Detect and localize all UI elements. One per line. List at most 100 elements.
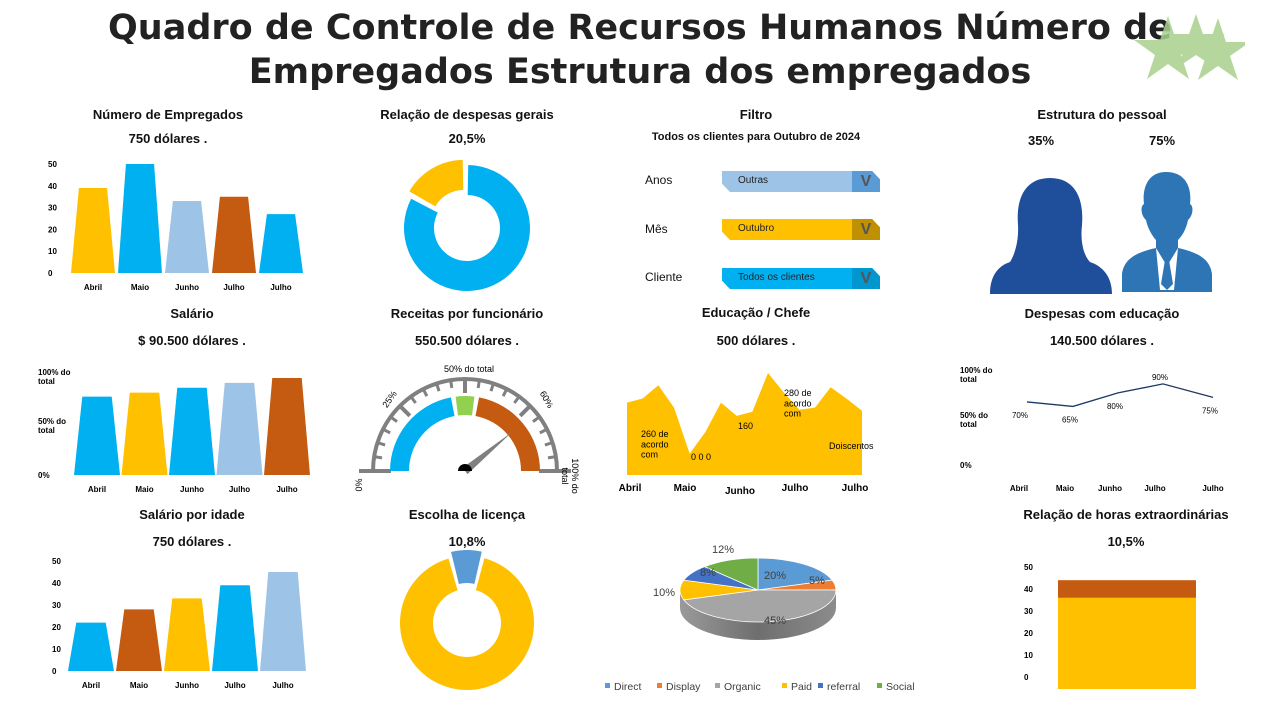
data-label: 10% bbox=[653, 587, 675, 599]
data-label: 12% bbox=[712, 544, 734, 556]
y-tick-label: 10 bbox=[52, 645, 61, 654]
bar-junho bbox=[164, 598, 210, 671]
x-tick-label: Julho bbox=[842, 483, 869, 494]
panel-value-filtro: Todos os clientes para Outubro de 2024 bbox=[651, 131, 861, 143]
panel-value-horas: 10,5% bbox=[1107, 534, 1145, 549]
filter-dropdown-anos[interactable]: Outras V bbox=[722, 171, 880, 192]
x-tick-label: Julho bbox=[276, 485, 297, 494]
data-label: 70% bbox=[1012, 411, 1028, 420]
gauge-tick bbox=[513, 395, 521, 404]
panel-value-salario: $ 90.500 dólares . bbox=[138, 333, 246, 348]
data-label: 65% bbox=[1062, 415, 1078, 424]
y-tick-label: 50 bbox=[48, 160, 57, 169]
data-label: 280 de acordo com bbox=[784, 388, 812, 419]
x-tick-label: Julho bbox=[1202, 484, 1223, 493]
filter-dropdown-mes[interactable]: Outubro V bbox=[722, 219, 880, 240]
chevron-down-icon[interactable]: V bbox=[852, 171, 880, 192]
gauge-tick bbox=[421, 388, 429, 397]
x-tick-label: Junho bbox=[725, 486, 755, 497]
x-tick-label: Julho bbox=[223, 283, 244, 292]
chart-salario: 0% 50% do total 100% do total Abril Maio Junho J… bbox=[38, 368, 310, 494]
three-green-stars-icon bbox=[1134, 14, 1245, 80]
x-tick-label: Junho bbox=[1098, 484, 1122, 493]
y-tick-label: 20 bbox=[1024, 629, 1033, 638]
gauge-label: 0% bbox=[354, 478, 364, 491]
legend-swatch bbox=[782, 683, 787, 688]
gauge-band bbox=[475, 397, 540, 471]
panel-title-desp-edu: Despesas com educação bbox=[1024, 306, 1180, 321]
chart-despesas-gerais bbox=[404, 159, 530, 291]
y-tick-label: 30 bbox=[1024, 607, 1033, 616]
data-label: Doiscentos bbox=[829, 441, 874, 451]
panel-title-salario-idade: Salário por idade bbox=[139, 507, 245, 522]
stacked-bar-extra bbox=[1058, 580, 1196, 598]
legend-label: Direct bbox=[614, 681, 642, 693]
legend-label: Paid bbox=[791, 681, 812, 693]
chart-numero-empregados: 0 10 20 30 40 50 Abril Maio Junho Julho Julho bbox=[48, 160, 303, 292]
gauge-label: 50% do total bbox=[444, 364, 494, 374]
y-tick-label: 0% bbox=[960, 461, 972, 470]
y-tick-label: 40 bbox=[52, 579, 61, 588]
gauge-needle bbox=[462, 431, 513, 475]
gauge-tick bbox=[382, 427, 391, 435]
panel-value-numero: 750 dólares . bbox=[128, 131, 208, 146]
gauge-tick bbox=[373, 455, 383, 460]
data-label: 80% bbox=[1107, 402, 1123, 411]
filter-dropdown-cliente[interactable]: Todos os clientes V bbox=[722, 268, 880, 289]
y-tick-label: 0 bbox=[48, 269, 53, 278]
bar-abril bbox=[71, 187, 115, 273]
data-label: 75% bbox=[1202, 406, 1218, 415]
x-tick-label: Julho bbox=[1144, 484, 1165, 493]
bar-julho bbox=[264, 377, 310, 475]
gauge-tick bbox=[377, 441, 386, 447]
gauge-label: 60% bbox=[538, 389, 556, 410]
y-tick-label: 0 bbox=[1024, 673, 1029, 682]
panel-title-horas: Relação de horas extraordinárias bbox=[1023, 507, 1229, 522]
gauge-tick bbox=[539, 427, 548, 435]
panel-title-estrutura: Estrutura do pessoal bbox=[1037, 107, 1167, 122]
panel-value-receitas: 550.500 dólares . bbox=[414, 333, 520, 348]
gauge-label: 25% bbox=[380, 389, 399, 409]
y-tick-label: 50 bbox=[52, 557, 61, 566]
panel-value-educacao: 500 dólares . bbox=[716, 333, 796, 348]
gauge-tick bbox=[449, 379, 454, 389]
male-percent: 75% bbox=[1149, 133, 1176, 148]
dashboard-title: Quadro de Controle de Recursos Humanos N… bbox=[108, 8, 1172, 92]
bar-maio bbox=[116, 609, 162, 671]
chevron-down-icon[interactable]: V bbox=[852, 268, 880, 289]
panel-value-licenca: 10,8% bbox=[448, 534, 486, 549]
panel-value-salario-idade: 750 dólares . bbox=[152, 534, 232, 549]
female-percent: 35% bbox=[1028, 133, 1055, 148]
panel-title-numero: Número de Empregados bbox=[92, 107, 244, 122]
chart-trafego-3d-pie: 20% 5% 45% 10% 8% 12% Direct Display Organic Paid… bbox=[605, 544, 915, 693]
gauge-tick bbox=[501, 388, 509, 397]
panel-title-licenca: Escolha de licença bbox=[408, 507, 526, 522]
legend-swatch bbox=[877, 683, 882, 688]
legend-swatch bbox=[657, 683, 662, 688]
legend-swatch bbox=[818, 683, 823, 688]
panel-value-desp-edu: 140.500 dólares . bbox=[1049, 333, 1155, 348]
gauge-tick bbox=[476, 379, 481, 389]
data-label: 90% bbox=[1152, 373, 1168, 382]
data-label: 20% bbox=[764, 570, 786, 582]
staff-structure-icons bbox=[990, 172, 1212, 294]
y-tick-label: 50 bbox=[1024, 563, 1033, 572]
pie-slice-direct bbox=[757, 557, 833, 591]
y-tick-label: 20 bbox=[52, 623, 61, 632]
donut-slice bbox=[404, 165, 530, 291]
x-tick-label: Junho bbox=[180, 485, 204, 494]
y-tick-label: 20 bbox=[48, 225, 57, 234]
data-label: 8% bbox=[700, 567, 716, 579]
chart-educacao-area: Abril Maio Junho Julho Julho 260 de acordo com 0… bbox=[619, 373, 874, 497]
man-silhouette-icon bbox=[1122, 172, 1212, 292]
x-tick-label: Maio bbox=[1056, 484, 1074, 493]
gauge-hub bbox=[458, 464, 472, 471]
panel-title-filtro: Filtro bbox=[739, 107, 773, 122]
gauge-tick bbox=[398, 404, 412, 418]
bar-abril bbox=[74, 396, 120, 475]
chevron-down-icon[interactable]: V bbox=[852, 219, 880, 240]
bar-maio bbox=[121, 392, 168, 475]
legend-label: Social bbox=[886, 681, 915, 693]
panel-value-despesas: 20,5% bbox=[448, 131, 486, 146]
y-tick-label: 0 bbox=[52, 667, 57, 676]
